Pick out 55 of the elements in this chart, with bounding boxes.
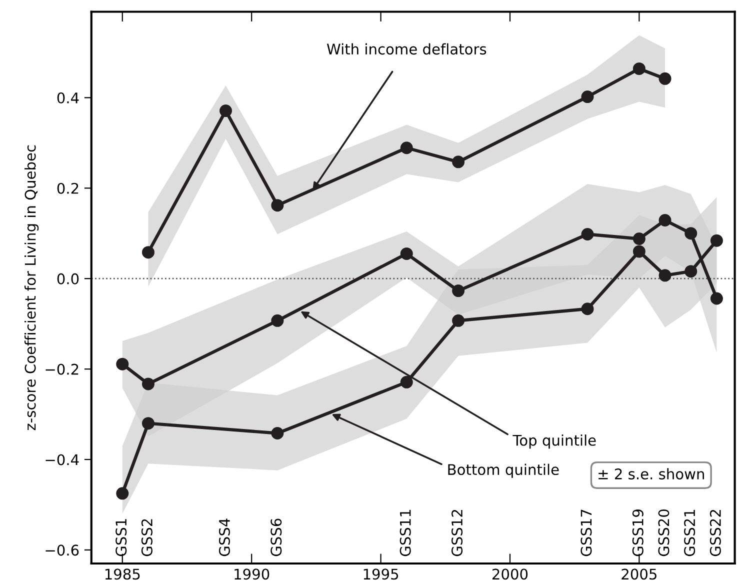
point [400, 247, 413, 260]
point [658, 72, 672, 85]
point [581, 302, 594, 316]
point [400, 142, 413, 154]
point [710, 234, 723, 247]
annotation: GSS21 [684, 510, 696, 556]
y-tick-label: −0.6 [46, 544, 79, 556]
point [116, 358, 129, 370]
annotation: Top quintile [512, 434, 596, 449]
point [142, 246, 154, 259]
y-tick-label: 0.0 [57, 273, 79, 284]
point [581, 228, 594, 241]
point [220, 104, 232, 118]
point [452, 314, 465, 327]
point [142, 417, 154, 430]
point [710, 292, 723, 305]
x-tick-label: 2005 [622, 568, 656, 580]
y-tick-label: −0.2 [46, 364, 78, 375]
annotation: GSS17 [580, 510, 592, 556]
y-tick-label: 0.2 [57, 182, 78, 194]
annotation: GSS6 [270, 518, 282, 556]
x-tick-label: 1995 [364, 568, 398, 580]
annotation: GSS1 [116, 519, 127, 556]
y-tick-label: −0.4 [46, 454, 79, 466]
point [632, 62, 646, 75]
annotation: GSS22 [710, 510, 721, 556]
x-tick-label: 1985 [105, 568, 140, 580]
annotation: ± 2 s.e. shown [598, 468, 704, 480]
annotation: GSS19 [632, 510, 644, 556]
point [452, 284, 465, 298]
annotation: GSS12 [452, 510, 463, 556]
x-tick-label: 2000 [492, 568, 528, 580]
point [271, 199, 284, 212]
annotation: With income deflators [326, 43, 486, 55]
annotation: GSS2 [141, 519, 152, 556]
point [632, 232, 646, 246]
x-tick-label: 1990 [234, 568, 270, 580]
annotation: Bottom quintile [448, 464, 559, 478]
annotation: GSS20 [658, 509, 670, 556]
annotation: GSS11 [400, 510, 411, 556]
point [142, 378, 154, 390]
point [658, 269, 672, 282]
point [452, 156, 465, 168]
point [632, 245, 646, 258]
point [658, 214, 672, 226]
point [684, 265, 698, 278]
point [684, 227, 698, 240]
point [581, 90, 594, 104]
point [271, 314, 284, 327]
point [116, 487, 129, 500]
y-tick-label: 0.4 [57, 92, 79, 104]
annotation: GSS4 [218, 518, 230, 556]
y-axis-title: z-score Coefficient for Living in Quebec [24, 145, 39, 430]
point [400, 376, 413, 388]
point [271, 427, 284, 440]
